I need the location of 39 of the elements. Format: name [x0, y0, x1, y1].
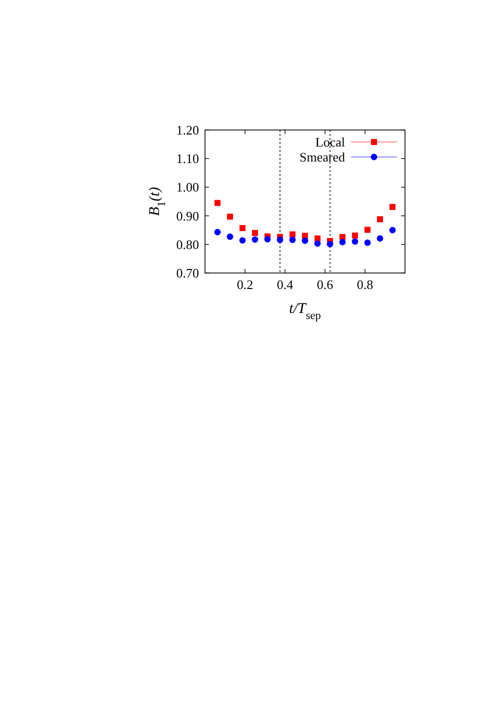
- point: [340, 234, 346, 240]
- x-tick-label: 0.4: [276, 277, 294, 292]
- point: [302, 237, 308, 244]
- point: [276, 236, 284, 244]
- point: [214, 228, 221, 236]
- point: [377, 216, 383, 222]
- point: [289, 236, 296, 244]
- point: [389, 226, 396, 234]
- point: [364, 239, 371, 246]
- legend-label: Smeared: [300, 150, 346, 164]
- point: [264, 236, 271, 242]
- y-tick-label: 0.70: [176, 266, 199, 280]
- point: [364, 226, 370, 233]
- point: [326, 240, 334, 248]
- point: [252, 230, 258, 236]
- point: [339, 238, 346, 246]
- point: [314, 240, 321, 247]
- point: [290, 231, 296, 238]
- point: [239, 237, 246, 244]
- x-tick-label: 0.6: [316, 277, 334, 292]
- legend-label: Local: [315, 134, 346, 150]
- point: [376, 235, 384, 242]
- y-tick-label: 1.10: [176, 151, 199, 166]
- y-tick-label: 1.20: [176, 122, 199, 138]
- x-tick-label: 0.8: [356, 277, 374, 292]
- y-tick-label: 0.90: [176, 208, 199, 224]
- point: [314, 235, 320, 242]
- y-tick-label: 0.80: [176, 236, 199, 252]
- point: [390, 204, 396, 210]
- y-tick-label: 1.00: [176, 180, 199, 195]
- point: [240, 225, 246, 232]
- point: [214, 200, 220, 206]
- point: [227, 214, 233, 220]
- point: [352, 232, 358, 239]
- point: [226, 233, 234, 240]
- x-tick-label: 0.2: [236, 277, 254, 292]
- point: [252, 236, 258, 243]
- x-axis-title: t/T$_{sep}$: [289, 301, 322, 322]
- point: [352, 238, 358, 245]
